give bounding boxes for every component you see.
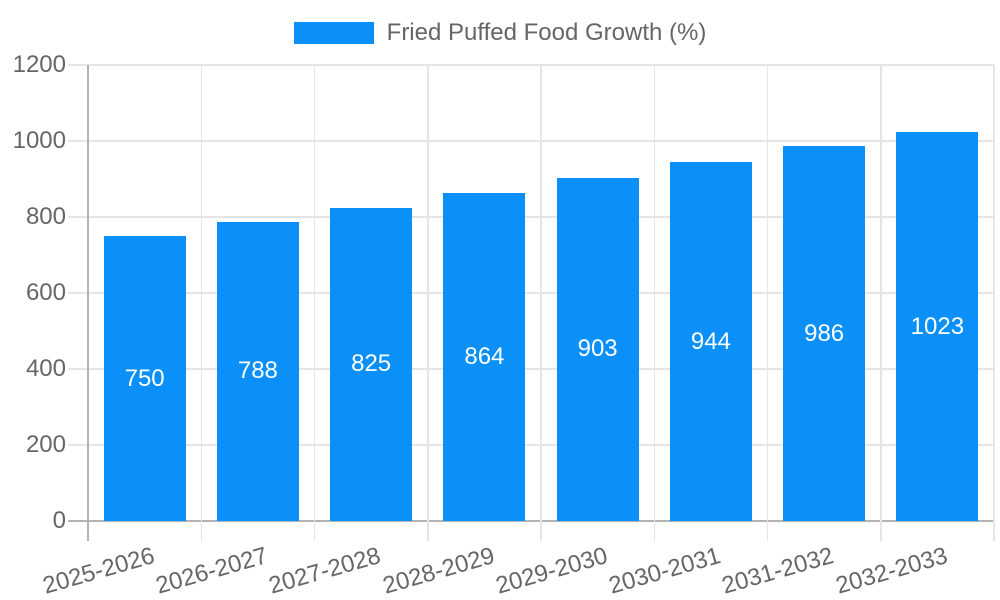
gridline-horizontal xyxy=(68,368,994,370)
y-tick-label: 800 xyxy=(25,203,66,230)
gridline-horizontal xyxy=(68,140,994,142)
bar-value-label: 750 xyxy=(124,364,165,392)
bar-value-label: 1023 xyxy=(910,312,965,340)
gridline-vertical xyxy=(313,65,316,541)
bar-value-label: 788 xyxy=(237,357,278,385)
y-tick-label: 400 xyxy=(25,355,66,382)
x-tick-label: 2030-2031 xyxy=(605,542,724,600)
bar-value-label: 986 xyxy=(804,319,845,347)
legend: Fried Puffed Food Growth (%) xyxy=(0,20,1000,45)
bar[interactable] xyxy=(330,207,413,521)
y-tick-label: 0 xyxy=(52,507,66,534)
gridline-vertical xyxy=(653,65,655,541)
x-tick-label: 2028-2029 xyxy=(379,542,498,600)
gridline-vertical xyxy=(540,65,542,541)
y-tick-label: 1000 xyxy=(12,127,66,154)
bar[interactable] xyxy=(556,177,639,521)
bar-value-label: 825 xyxy=(351,350,392,378)
y-axis-line xyxy=(87,65,89,541)
x-tick-label: 2031-2032 xyxy=(719,542,838,600)
x-tick-label: 2027-2028 xyxy=(266,542,385,600)
bar-value-label: 903 xyxy=(577,335,618,363)
bar-value-label: 864 xyxy=(464,342,505,370)
gridline-vertical xyxy=(993,65,995,541)
gridline-vertical xyxy=(880,65,882,541)
x-tick-label: 2032-2033 xyxy=(832,542,951,600)
x-axis-line xyxy=(68,520,994,522)
gridline-horizontal xyxy=(68,292,994,294)
gridline-horizontal xyxy=(68,444,994,446)
gridline-horizontal xyxy=(68,216,994,218)
bar[interactable] xyxy=(669,162,752,521)
gridline-vertical xyxy=(427,65,429,541)
gridline-vertical xyxy=(766,65,769,541)
x-tick-label: 2029-2030 xyxy=(492,542,611,600)
legend-swatch xyxy=(293,21,374,44)
bar[interactable] xyxy=(783,146,866,521)
y-tick-label: 1200 xyxy=(12,51,66,78)
x-tick-label: 2025-2026 xyxy=(39,542,158,600)
bar[interactable] xyxy=(896,132,979,521)
bar[interactable] xyxy=(103,236,186,521)
x-tick-label: 2026-2027 xyxy=(152,542,271,600)
gridline-vertical xyxy=(200,65,202,541)
bar-value-label: 944 xyxy=(690,327,731,355)
bar[interactable] xyxy=(443,192,526,521)
legend-item[interactable]: Fried Puffed Food Growth (%) xyxy=(293,19,707,46)
y-tick-label: 600 xyxy=(25,279,66,306)
y-tick-label: 200 xyxy=(25,431,66,458)
legend-label: Fried Puffed Food Growth (%) xyxy=(386,19,707,46)
bar[interactable] xyxy=(216,221,299,521)
gridline-horizontal xyxy=(68,64,994,66)
